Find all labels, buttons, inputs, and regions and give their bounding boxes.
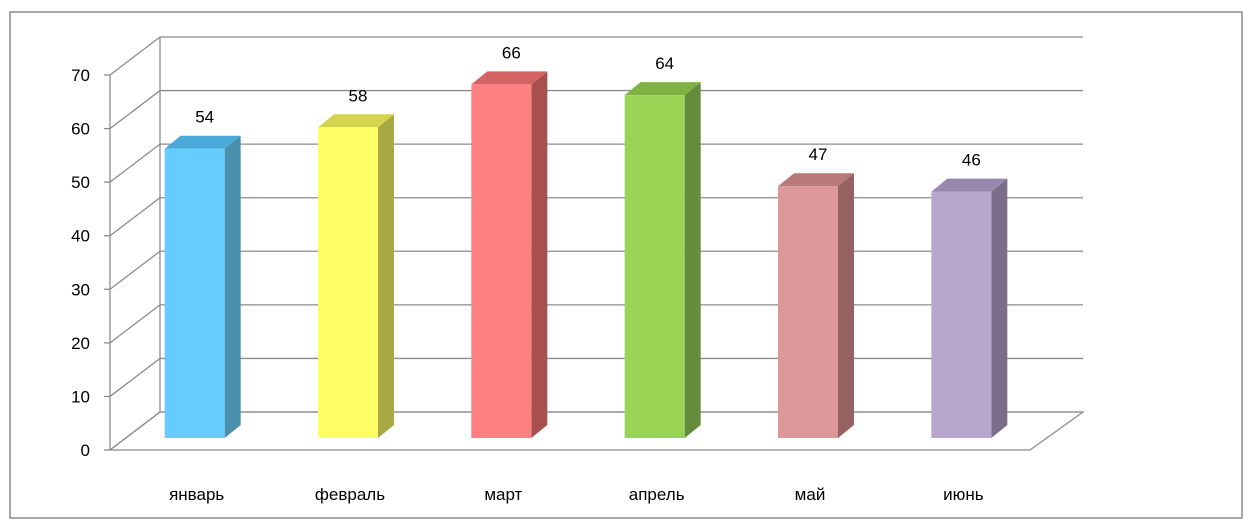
gridline-diagonal bbox=[109, 197, 161, 237]
data-label: 66 bbox=[502, 43, 521, 62]
y-tick-label: 30 bbox=[71, 280, 90, 299]
x-tick-label: июнь bbox=[943, 485, 984, 504]
x-tick-label: март bbox=[484, 485, 522, 504]
bar-side bbox=[378, 114, 394, 439]
y-axis-ticks: 0 10 20 30 40 50 60 70 bbox=[71, 66, 110, 460]
bar-top bbox=[318, 114, 394, 128]
bar-top bbox=[931, 178, 1008, 192]
y-tick-label: 20 bbox=[71, 334, 90, 353]
bar-3 bbox=[471, 71, 548, 438]
gridline-diagonal bbox=[109, 304, 161, 344]
y-tick-label: 0 bbox=[81, 441, 90, 460]
gridlines bbox=[109, 36, 1083, 451]
bar-5 bbox=[778, 173, 854, 438]
bars bbox=[164, 71, 1008, 439]
data-label: 54 bbox=[195, 108, 214, 127]
bar-front bbox=[778, 186, 838, 438]
x-tick-label: февраль bbox=[315, 485, 385, 504]
bar-1 bbox=[164, 135, 241, 438]
gridline-diagonal bbox=[109, 411, 161, 451]
bar-top bbox=[471, 71, 548, 85]
y-tick-label: 50 bbox=[71, 173, 90, 192]
data-labels: 54 58 66 64 47 46 bbox=[195, 43, 981, 169]
gridline-diagonal bbox=[109, 90, 161, 130]
bar-side bbox=[838, 173, 854, 438]
bar-2 bbox=[318, 114, 394, 439]
bar-front bbox=[931, 191, 992, 438]
x-axis-labels: январь февраль март апрель май июнь bbox=[169, 485, 984, 504]
data-label: 64 bbox=[655, 54, 674, 73]
data-label: 46 bbox=[962, 151, 981, 170]
bar-front bbox=[471, 84, 532, 438]
y-tick-label: 10 bbox=[71, 387, 90, 406]
data-label: 58 bbox=[349, 86, 368, 105]
y-tick-label: 60 bbox=[71, 120, 90, 139]
bar-top bbox=[778, 173, 854, 187]
bar-side bbox=[531, 71, 548, 438]
y-tick-label: 70 bbox=[71, 66, 90, 85]
bar-top bbox=[164, 135, 241, 149]
bar-top bbox=[624, 82, 701, 96]
x-tick-label: январь bbox=[169, 485, 224, 504]
gridline-diagonal bbox=[109, 250, 161, 290]
gridline-diagonal bbox=[109, 143, 161, 183]
bar-front bbox=[318, 127, 378, 439]
bar-side bbox=[224, 135, 241, 438]
bar-front bbox=[624, 95, 685, 439]
bar-side bbox=[684, 82, 701, 439]
bar-side bbox=[991, 178, 1008, 439]
x-tick-label: май bbox=[795, 485, 826, 504]
bar-front bbox=[164, 148, 225, 438]
x-tick-label: апрель bbox=[629, 485, 685, 504]
bar-4 bbox=[624, 82, 701, 439]
gridline-diagonal bbox=[109, 36, 161, 76]
data-label: 47 bbox=[809, 145, 828, 164]
y-tick-label: 40 bbox=[71, 227, 90, 246]
bar-6 bbox=[931, 178, 1008, 439]
gridline-diagonal bbox=[109, 357, 161, 397]
